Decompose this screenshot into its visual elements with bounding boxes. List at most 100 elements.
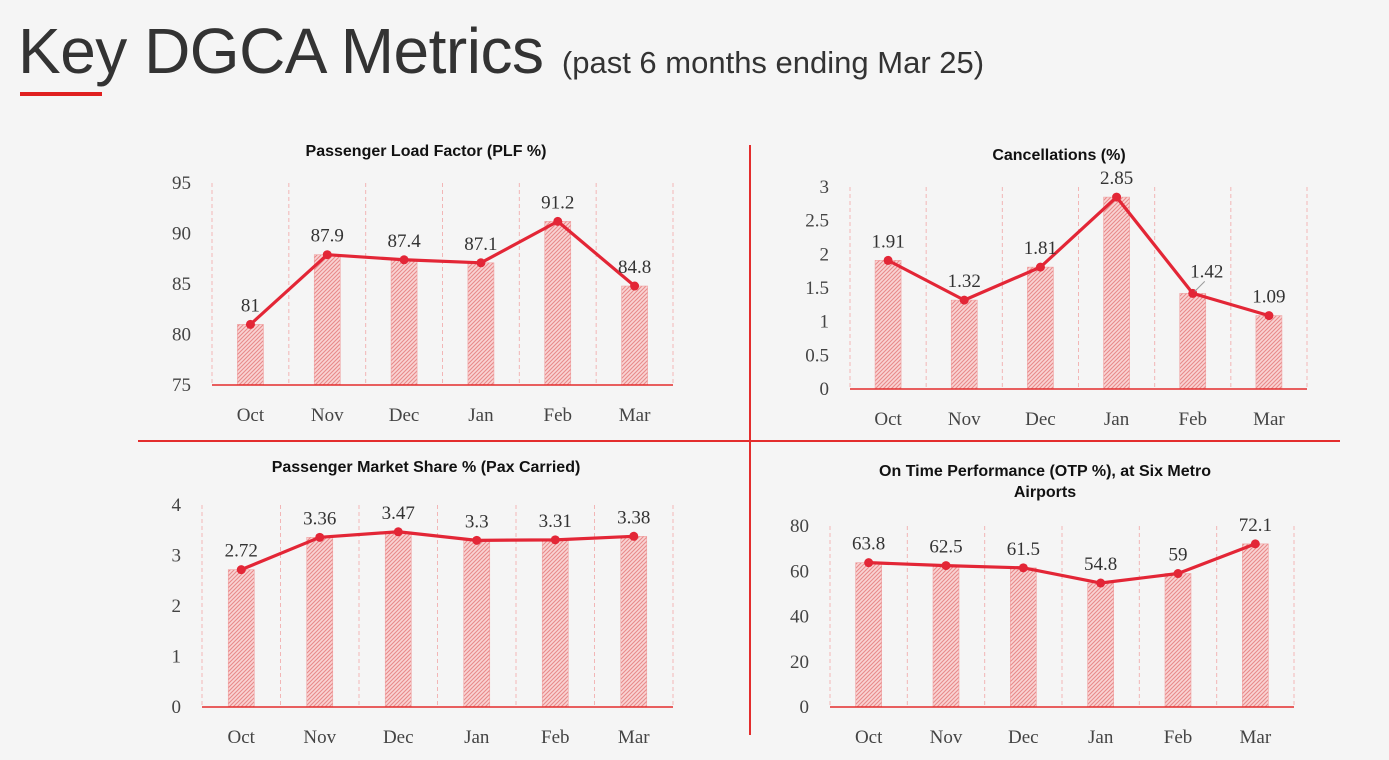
page-title: Key DGCA Metrics <box>18 15 544 87</box>
bar-nov <box>306 537 334 708</box>
x-tick-label: Dec <box>383 727 414 748</box>
bar-jan <box>463 540 491 708</box>
data-label-jan: 3.3 <box>465 511 489 532</box>
x-tick-label: Nov <box>948 409 981 430</box>
y-tick-label: 2 <box>820 244 830 265</box>
data-label-nov: 62.5 <box>929 537 962 558</box>
x-tick-label: Jan <box>1104 409 1130 430</box>
x-tick-label: Mar <box>1253 409 1285 430</box>
x-tick-label: Mar <box>1240 727 1272 748</box>
page-subtitle: (past 6 months ending Mar 25) <box>561 45 985 80</box>
point-mar <box>1250 539 1260 549</box>
data-label-feb: 59 <box>1169 545 1188 566</box>
bar-mar <box>1255 315 1283 390</box>
bar-oct <box>237 324 264 386</box>
y-tick-label: 4 <box>172 495 182 516</box>
bar-dec <box>384 531 412 708</box>
point-dec <box>1018 563 1028 573</box>
point-nov <box>959 295 969 305</box>
x-tick-label: Jan <box>1088 727 1114 748</box>
x-tick-label: Nov <box>311 405 344 426</box>
x-tick-label: Dec <box>389 405 420 426</box>
y-tick-label: 1.5 <box>805 278 829 299</box>
data-label-oct: 1.91 <box>871 231 904 252</box>
bar-oct <box>855 562 882 708</box>
data-label-mar: 1.09 <box>1252 287 1285 308</box>
point-mar <box>630 281 640 291</box>
point-jan <box>1096 578 1106 588</box>
y-tick-label: 1 <box>172 647 182 668</box>
bar-mar <box>621 285 648 386</box>
point-nov <box>315 532 325 542</box>
data-label-jan: 2.85 <box>1100 168 1133 189</box>
bar-nov <box>932 565 960 708</box>
x-tick-label: Feb <box>1179 409 1208 430</box>
data-label-dec: 87.4 <box>387 231 421 252</box>
data-label-mar: 72.1 <box>1239 515 1272 536</box>
y-tick-label: 80 <box>790 516 809 537</box>
cancellations-series-line <box>887 195 1270 318</box>
bar-feb <box>544 221 572 386</box>
x-tick-label: Feb <box>541 727 570 748</box>
otp-title: On Time Performance (OTP %), at Six Metr… <box>879 463 1211 480</box>
bar-mar <box>620 536 648 708</box>
y-tick-label: 40 <box>790 607 809 628</box>
bar-jan <box>1087 582 1114 708</box>
y-tick-label: 20 <box>790 652 809 673</box>
data-label-nov: 3.36 <box>303 508 336 529</box>
bar-feb <box>541 539 569 708</box>
cancellations-title: Cancellations (%) <box>992 147 1125 164</box>
data-label-nov: 1.32 <box>948 271 981 292</box>
x-tick-label: Nov <box>930 727 963 748</box>
x-tick-label: Mar <box>619 405 651 426</box>
data-label-oct: 81 <box>241 295 260 316</box>
data-label-nov: 87.9 <box>311 226 344 247</box>
y-tick-label: 95 <box>172 173 191 194</box>
x-tick-label: Nov <box>303 727 336 748</box>
label-leader-line <box>1194 281 1206 292</box>
x-tick-label: Oct <box>855 727 883 748</box>
bar-oct <box>874 260 902 390</box>
point-feb <box>550 535 560 545</box>
point-oct <box>236 565 246 575</box>
bar-mar <box>1242 543 1269 708</box>
bar-dec <box>1010 567 1037 708</box>
y-tick-label: 85 <box>172 274 191 295</box>
point-jan <box>1112 192 1122 202</box>
point-nov <box>941 561 951 571</box>
point-dec <box>399 255 409 265</box>
y-tick-label: 3 <box>820 177 830 198</box>
y-tick-label: 0 <box>800 697 810 718</box>
point-oct <box>864 558 874 568</box>
x-tick-label: Oct <box>228 727 256 748</box>
data-label-dec: 61.5 <box>1007 539 1040 560</box>
point-feb <box>553 216 563 226</box>
plf-series-line <box>249 219 636 326</box>
data-label-mar: 84.8 <box>618 257 651 278</box>
y-tick-label: 80 <box>172 325 191 346</box>
point-dec <box>1035 262 1045 272</box>
y-tick-label: 60 <box>790 561 809 582</box>
point-oct <box>245 319 255 329</box>
data-label-feb: 1.42 <box>1190 261 1223 282</box>
x-tick-label: Oct <box>237 405 265 426</box>
bar-dec <box>390 259 418 386</box>
otp-series-line <box>868 542 1256 585</box>
data-label-dec: 1.81 <box>1024 238 1057 259</box>
data-label-mar: 3.38 <box>617 507 650 528</box>
horizontal-divider <box>138 440 1340 442</box>
otp-title: Airports <box>1014 484 1076 501</box>
y-tick-label: 75 <box>172 375 191 396</box>
bar-dec <box>1027 266 1054 390</box>
x-tick-label: Mar <box>618 727 650 748</box>
y-tick-label: 90 <box>172 224 191 245</box>
x-tick-label: Jan <box>468 405 494 426</box>
data-label-dec: 3.47 <box>382 503 415 524</box>
plf-title: Passenger Load Factor (PLF %) <box>306 143 547 160</box>
y-tick-label: 0 <box>172 697 182 718</box>
title-underline-accent <box>20 92 102 96</box>
x-tick-label: Dec <box>1008 727 1039 748</box>
